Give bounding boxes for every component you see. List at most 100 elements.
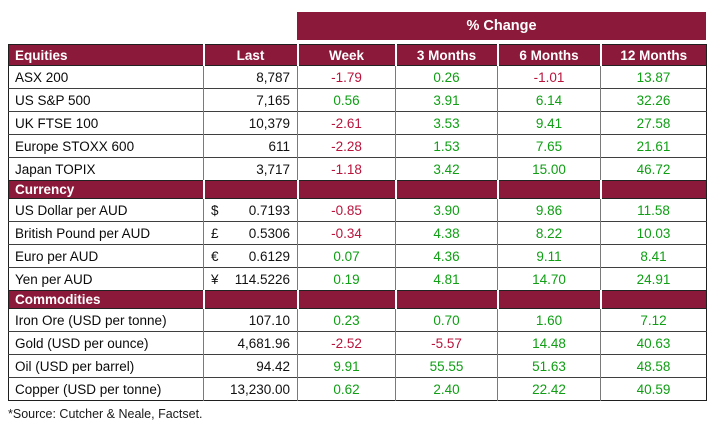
section-band-cell xyxy=(496,290,601,309)
last-value: 94.42 xyxy=(256,358,290,374)
change-week: 9.91 xyxy=(297,354,396,378)
row-label: British Pound per AUD xyxy=(8,221,204,245)
change-3-months: 1.53 xyxy=(395,134,498,158)
last-value-cell: ¥ 114.5226 xyxy=(203,267,298,291)
table-row: Euro per AUD € 0.6129 0.07 4.36 9.11 8.4… xyxy=(8,244,707,268)
change-12-months: 24.91 xyxy=(600,267,707,291)
row-label: Gold (USD per ounce) xyxy=(8,331,204,355)
last-value-cell: $ 0.7193 xyxy=(203,198,298,222)
section-band-cell xyxy=(496,180,601,199)
change-6-months: 9.86 xyxy=(497,198,601,222)
table-row: Yen per AUD ¥ 114.5226 0.19 4.81 14.70 2… xyxy=(8,267,707,291)
section-label: Commodities xyxy=(8,290,204,309)
change-12-months: 32.26 xyxy=(600,88,707,112)
col-header-6-months: 6 Months xyxy=(496,44,601,66)
change-6-months: 8.22 xyxy=(497,221,601,245)
row-label: US S&P 500 xyxy=(8,88,204,112)
last-value: 3,717 xyxy=(256,161,290,177)
last-value: 114.5226 xyxy=(234,271,290,287)
change-3-months: 0.70 xyxy=(395,308,498,332)
section-band-cell xyxy=(296,180,396,199)
banner-spacer xyxy=(8,12,297,40)
change-12-months: 40.59 xyxy=(600,377,707,401)
last-value-cell: 8,787 xyxy=(203,65,298,89)
row-label: Euro per AUD xyxy=(8,244,204,268)
change-12-months: 48.58 xyxy=(600,354,707,378)
section-label: Currency xyxy=(8,180,204,199)
last-value: 611 xyxy=(268,138,290,154)
currency-symbol-icon: ¥ xyxy=(211,271,219,287)
change-week: 0.56 xyxy=(297,88,396,112)
col-header-equities: Equities xyxy=(8,44,204,66)
change-12-months: 10.03 xyxy=(600,221,707,245)
change-week: -0.34 xyxy=(297,221,396,245)
change-6-months: 22.42 xyxy=(497,377,601,401)
table-row: British Pound per AUD £ 0.5306 -0.34 4.3… xyxy=(8,221,707,245)
change-week: 0.19 xyxy=(297,267,396,291)
change-12-months: 13.87 xyxy=(600,65,707,89)
last-value: 0.5306 xyxy=(248,225,290,241)
last-value: 107.10 xyxy=(248,312,290,328)
row-label: UK FTSE 100 xyxy=(8,111,204,135)
last-value-cell: 13,230.00 xyxy=(203,377,298,401)
change-12-months: 40.63 xyxy=(600,331,707,355)
change-6-months: 15.00 xyxy=(497,157,601,181)
row-label: Iron Ore (USD per tonne) xyxy=(8,308,204,332)
change-3-months: 0.26 xyxy=(395,65,498,89)
change-week: -2.61 xyxy=(297,111,396,135)
change-week: -0.85 xyxy=(297,198,396,222)
col-header-3-months: 3 Months xyxy=(394,44,498,66)
change-3-months: 3.90 xyxy=(395,198,498,222)
change-6-months: 9.11 xyxy=(497,244,601,268)
change-week: -2.28 xyxy=(297,134,396,158)
table-row: UK FTSE 100 10,379 -2.61 3.53 9.41 27.58 xyxy=(8,111,707,135)
section-header-row: Commodities xyxy=(8,290,707,309)
section-band-cell xyxy=(296,290,396,309)
last-value-cell: 3,717 xyxy=(203,157,298,181)
change-week: -2.52 xyxy=(297,331,396,355)
change-3-months: 3.42 xyxy=(395,157,498,181)
change-6-months: -1.01 xyxy=(497,65,601,89)
last-value: 4,681.96 xyxy=(237,335,290,351)
last-value: 7,165 xyxy=(256,92,290,108)
change-12-months: 46.72 xyxy=(600,157,707,181)
row-label: Japan TOPIX xyxy=(8,157,204,181)
last-value-cell: 7,165 xyxy=(203,88,298,112)
change-12-months: 21.61 xyxy=(600,134,707,158)
last-value-cell: 107.10 xyxy=(203,308,298,332)
change-6-months: 9.41 xyxy=(497,111,601,135)
row-label: Yen per AUD xyxy=(8,267,204,291)
change-12-months: 27.58 xyxy=(600,111,707,135)
change-3-months: 3.53 xyxy=(395,111,498,135)
change-3-months: 4.38 xyxy=(395,221,498,245)
table-row: ASX 200 8,787 -1.79 0.26 -1.01 13.87 xyxy=(8,65,707,89)
currency-symbol-icon: £ xyxy=(211,225,219,241)
section-header-row: Currency xyxy=(8,180,707,199)
change-12-months: 8.41 xyxy=(600,244,707,268)
table-row: Oil (USD per barrel) 94.42 9.91 55.55 51… xyxy=(8,354,707,378)
currency-symbol-icon: $ xyxy=(211,202,219,218)
change-3-months: 55.55 xyxy=(395,354,498,378)
change-week: 0.07 xyxy=(297,244,396,268)
change-3-months: 4.81 xyxy=(395,267,498,291)
change-week: -1.79 xyxy=(297,65,396,89)
table-row: Gold (USD per ounce) 4,681.96 -2.52 -5.5… xyxy=(8,331,707,355)
section-band-cell xyxy=(202,180,298,199)
last-value-cell: € 0.6129 xyxy=(203,244,298,268)
last-value-cell: 10,379 xyxy=(203,111,298,135)
market-summary-report: % Change Equities Last Week 3 Months 6 M… xyxy=(8,12,707,421)
last-value: 10,379 xyxy=(248,115,290,131)
last-value: 0.6129 xyxy=(248,248,290,264)
table-row: US Dollar per AUD $ 0.7193 -0.85 3.90 9.… xyxy=(8,198,707,222)
column-header-row: Equities Last Week 3 Months 6 Months 12 … xyxy=(8,44,707,66)
section-band-cell xyxy=(599,290,707,309)
change-week: 0.62 xyxy=(297,377,396,401)
change-6-months: 7.65 xyxy=(497,134,601,158)
market-table: Equities Last Week 3 Months 6 Months 12 … xyxy=(8,44,707,401)
percent-change-banner: % Change xyxy=(297,12,706,40)
change-6-months: 51.63 xyxy=(497,354,601,378)
percent-change-banner-row: % Change xyxy=(8,12,706,40)
change-3-months: 2.40 xyxy=(395,377,498,401)
change-week: -1.18 xyxy=(297,157,396,181)
last-value-cell: 4,681.96 xyxy=(203,331,298,355)
